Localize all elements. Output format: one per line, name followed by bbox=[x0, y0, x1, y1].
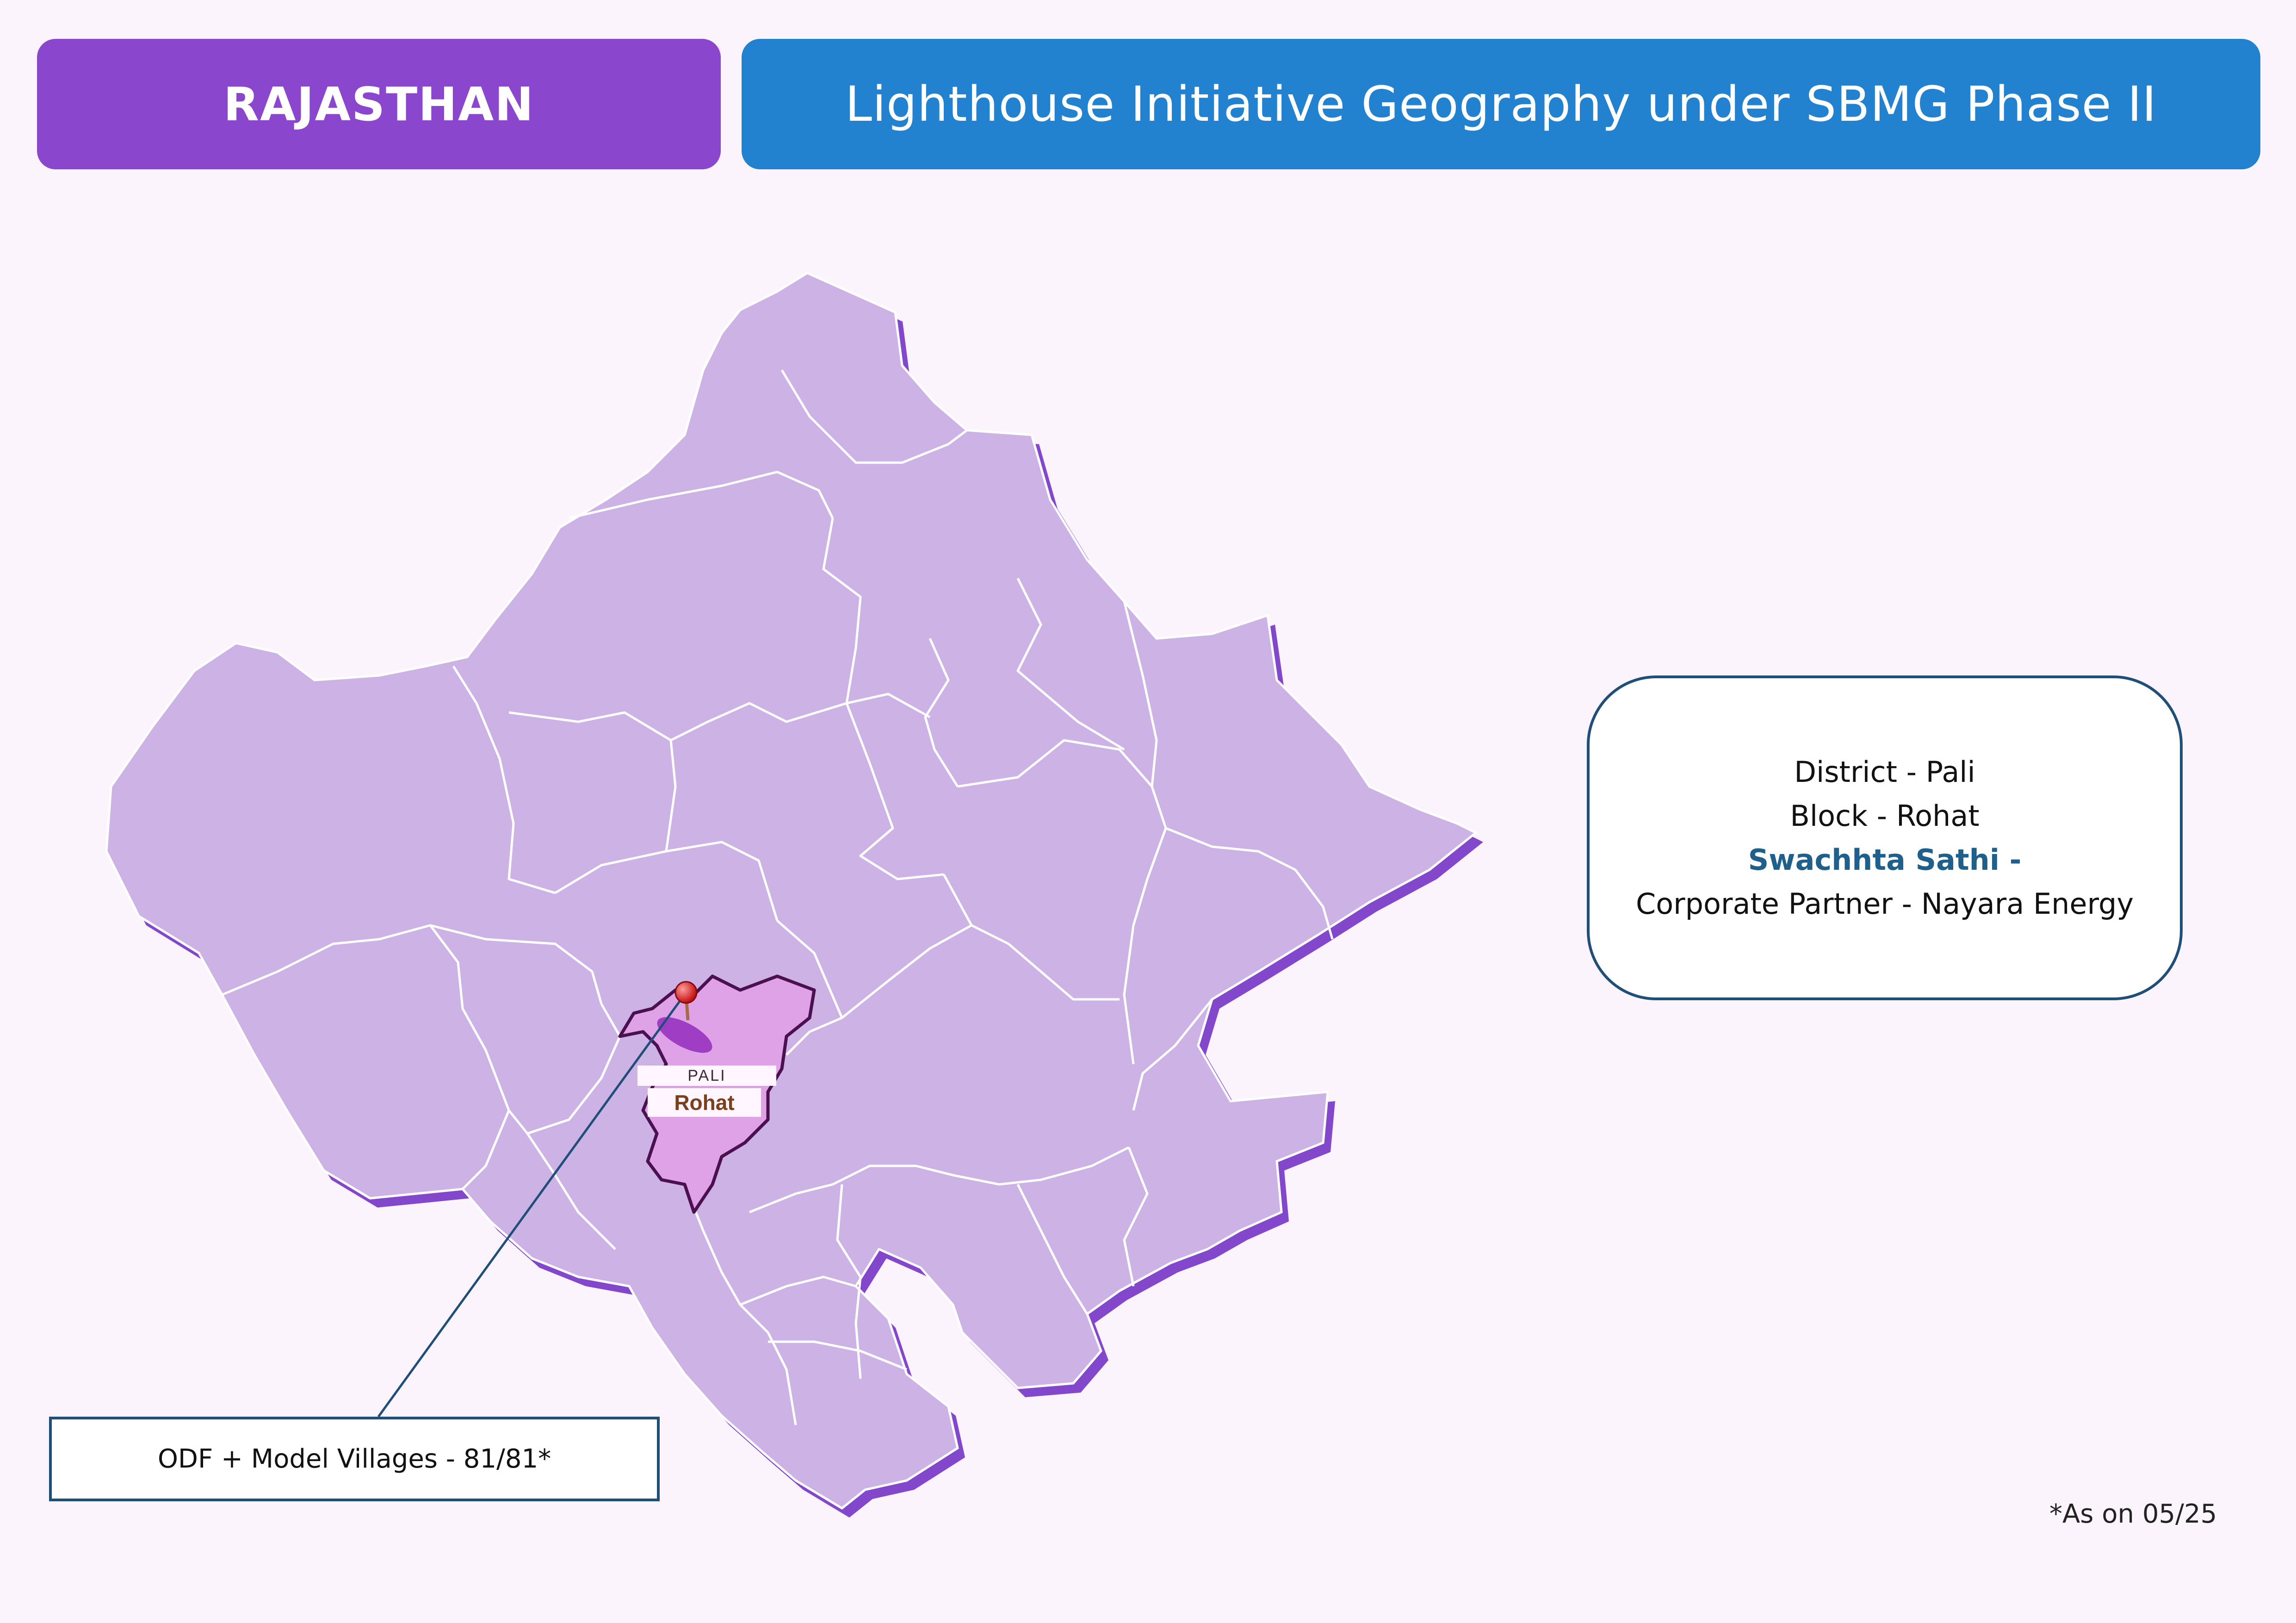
district-boundaries bbox=[222, 369, 1334, 1425]
info-partner: Corporate Partner - Nayara Energy bbox=[1635, 887, 2134, 921]
map-pin-icon bbox=[675, 981, 698, 1021]
rohat-block bbox=[657, 1017, 712, 1053]
callout-text: ODF + Model Villages - 81/81* bbox=[157, 1444, 551, 1474]
state-title: RAJASTHAN bbox=[37, 39, 721, 169]
info-district: District - Pali bbox=[1794, 755, 1975, 789]
callout-leader-line bbox=[377, 991, 687, 1418]
page-title-text: Lighthouse Initiative Geography under SB… bbox=[845, 76, 2157, 132]
info-swachhta-sathi: Swachhta Sathi - bbox=[1748, 843, 2022, 877]
state-outline bbox=[105, 272, 1478, 1510]
info-block: Block - Rohat bbox=[1790, 799, 1980, 833]
footnote: *As on 05/25 bbox=[2049, 1499, 2217, 1529]
page-title: Lighthouse Initiative Geography under SB… bbox=[742, 39, 2260, 169]
info-card: District - Pali Block - Rohat Swachhta S… bbox=[1587, 675, 2183, 1000]
callout-box: ODF + Model Villages - 81/81* bbox=[49, 1417, 660, 1501]
district-label: PALI bbox=[637, 1065, 776, 1086]
state-title-text: RAJASTHAN bbox=[223, 77, 534, 131]
block-label: Rohat bbox=[648, 1088, 761, 1117]
